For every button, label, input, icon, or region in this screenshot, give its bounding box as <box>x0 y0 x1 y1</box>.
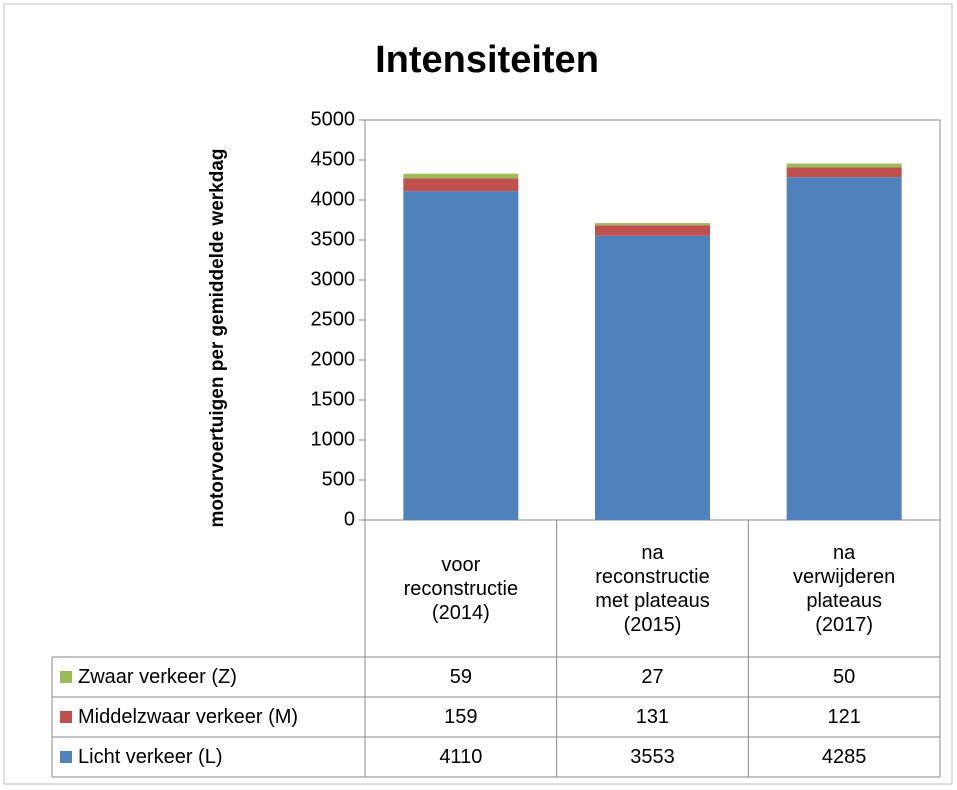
table-value: 121 <box>827 705 861 728</box>
category-label: voor reconstructie (2014) <box>403 553 519 624</box>
table-value: 59 <box>449 665 472 688</box>
bar-segment <box>403 173 519 179</box>
y-tick-label: 1500 <box>311 388 356 410</box>
legend-label: Licht verkeer (L) <box>78 745 223 768</box>
legend-label: Middelzwaar verkeer (M) <box>78 705 299 728</box>
bar-segment <box>595 223 710 226</box>
table-value: 4285 <box>821 745 867 768</box>
bar-segment <box>403 191 519 520</box>
legend-entry: Licht verkeer (L) <box>52 737 365 777</box>
legend-label: Zwaar verkeer (Z) <box>78 665 237 688</box>
table-value: 4110 <box>439 745 483 768</box>
y-tick-label: 4000 <box>311 188 356 210</box>
bar-segment <box>786 163 902 168</box>
y-tick-label: 3500 <box>311 228 356 250</box>
bar-segment <box>786 177 902 520</box>
y-axis-label: motorvoertuigen per gemiddelde werkdag <box>207 148 228 527</box>
y-tick-label: 2500 <box>311 308 356 330</box>
legend-entry: Zwaar verkeer (Z) <box>52 657 365 697</box>
bar-segment <box>595 225 710 236</box>
y-tick-label: 4500 <box>311 148 356 170</box>
legend-swatch <box>60 671 72 683</box>
y-tick-label: 3000 <box>311 268 356 290</box>
bar-segment <box>595 235 710 520</box>
table-value: 3553 <box>630 745 675 768</box>
frame <box>3 3 953 785</box>
y-tick-label: 1000 <box>311 428 356 450</box>
category-label: na verwijderen plateaus (2017) <box>793 541 896 636</box>
table-value: 27 <box>641 665 664 688</box>
table-value: 131 <box>635 705 670 728</box>
chart-title: Intensiteiten <box>375 39 599 81</box>
table-value: 50 <box>833 665 856 688</box>
y-tick-label: 2000 <box>311 348 356 370</box>
y-tick-label: 500 <box>322 468 355 490</box>
category-label: na reconstructie met plateaus (2015) <box>595 541 710 636</box>
bar-segment <box>403 178 519 192</box>
legend-swatch <box>60 711 72 723</box>
legend-entry: Middelzwaar verkeer (M) <box>52 697 365 737</box>
table-value: 159 <box>444 705 478 728</box>
legend-swatch <box>60 751 72 763</box>
bar-segment <box>786 167 902 178</box>
y-tick-label: 5000 <box>311 108 356 130</box>
y-tick-label: 0 <box>344 508 355 530</box>
